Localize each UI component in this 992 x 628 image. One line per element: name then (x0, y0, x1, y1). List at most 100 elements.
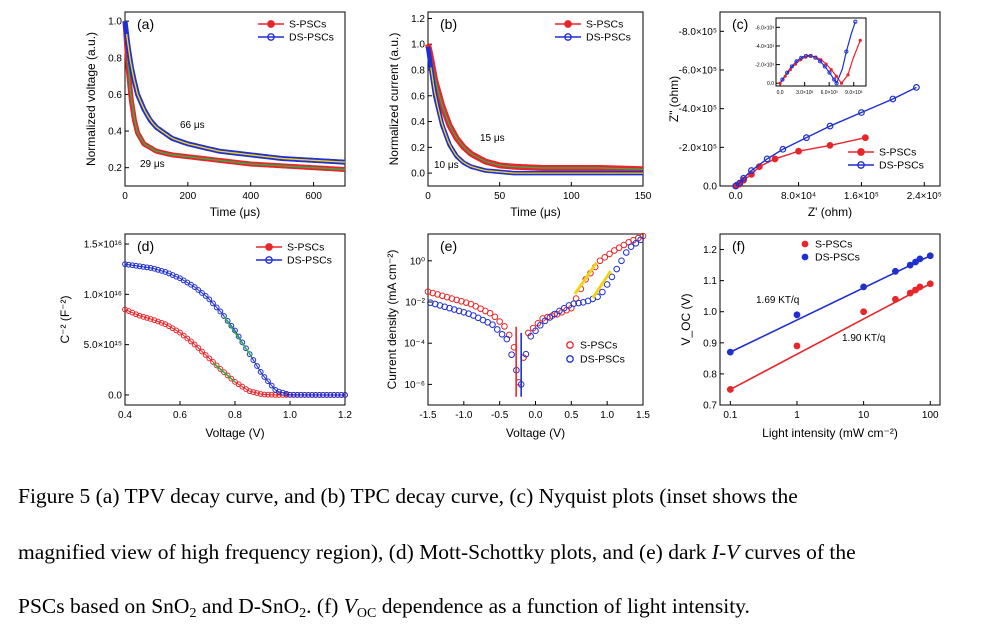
panel-e-point (606, 250, 613, 258)
panel-d-point (224, 372, 231, 379)
panel-f-xtick-label: 0.1 (723, 410, 737, 421)
panel-c-inset-point (858, 38, 862, 42)
panel-d-line-ds (124, 263, 345, 396)
panel-e-point (627, 243, 635, 251)
panel-a-xtick-label: 400 (242, 191, 259, 202)
panel-c-inset-point (844, 49, 849, 54)
panel-a-xtick-label: 600 (305, 191, 322, 202)
panel-d-point (147, 316, 154, 322)
caption-voc-sub: OC (356, 606, 377, 621)
panel-d-point (188, 338, 194, 345)
panel-c-inset-point (808, 53, 813, 58)
panel-d-xtick-label: 1.2 (338, 410, 352, 421)
panel-c-legend-label: S-PSCs (879, 147, 916, 159)
panel-a-tpv-decay: 0 200 400 600 0.2 0.4 0.6 0.8 1.0 Time (μs) Normal… (84, 11, 346, 219)
panel-d-point (257, 368, 264, 375)
panel-b-annot-s: 15 μs (480, 133, 505, 144)
panel-d-line-s (124, 308, 345, 396)
panel-a-legend-marker (267, 20, 275, 28)
panel-b-frame (427, 11, 644, 187)
panel-c-inset-point (778, 81, 782, 85)
panel-c-legend-marker (857, 148, 865, 156)
panel-c-inset-point (834, 81, 839, 86)
panel-d-mott-schottky: 0.4 0.6 0.8 1.0 1.2 0.0 5.0×10¹⁵ 1.0×10¹⁶ 1.5×10… (58, 233, 352, 440)
panel-f-xlabel: Light intensity (mW cm⁻²) (762, 426, 898, 440)
panel-e-legend-label: S-PSCs (580, 340, 617, 352)
panel-d-label: (d) (137, 238, 154, 254)
panel-f-ytick-label: 0.8 (703, 369, 717, 380)
panel-d-point (195, 345, 202, 351)
panel-b-ytick-label: 0.6 (411, 91, 425, 102)
panel-e-ytick-label: 10⁻⁴ (404, 339, 425, 350)
caption-text-2b: curves of the (739, 540, 856, 564)
panel-f-frame (719, 233, 941, 406)
caption-text-3b: and D-SnO (196, 594, 300, 618)
panel-d-point (224, 318, 231, 324)
panel-c-inset-point (789, 64, 794, 69)
panel-d-point (213, 304, 220, 311)
panel-f-annot-s: 1.90 KT/q (842, 333, 885, 344)
panel-d-ylabel: C⁻² (F⁻²) (58, 296, 72, 344)
figure-5-panels: 0 200 400 600 0.2 0.4 0.6 0.8 1.0 Time (μs) Normal… (58, 11, 942, 440)
panel-e-point (599, 288, 606, 296)
panel-e-point (611, 247, 618, 254)
panel-d-point (279, 389, 286, 396)
panel-e-point (434, 291, 441, 298)
panel-e-xtick-label: 1.5 (636, 410, 650, 421)
panel-b-ytick-label: 0.8 (411, 66, 425, 77)
panel-c-point (779, 145, 787, 153)
panel-c-inset-xtick-label: 6.0×10³ (821, 90, 838, 96)
panel-d-point (265, 378, 271, 385)
panel-e-point (443, 293, 451, 301)
panel-f-label: (f) (732, 238, 745, 254)
panel-d-point (162, 269, 169, 275)
panel-e-point (431, 300, 439, 308)
panel-e-point (620, 241, 628, 249)
panel-a-ytick-label: 1.0 (108, 17, 122, 28)
caption-text-3a: PSCs based on SnO (18, 594, 190, 618)
panel-e-ytick-label: 10⁻⁶ (404, 380, 425, 391)
panel-c-inset-point (832, 77, 837, 82)
panel-b-xtick-label: 100 (563, 191, 580, 202)
panel-d-point (144, 314, 150, 321)
panel-c-legend-marker (857, 161, 865, 169)
panel-e-point (427, 299, 434, 306)
panel-d-point (276, 388, 282, 395)
panel-c-point (748, 167, 755, 174)
caption-iv: I-V (711, 540, 740, 564)
panel-d-point (261, 374, 268, 380)
panel-e-ytick-label: 10⁻² (405, 297, 425, 308)
panel-a-frame (124, 11, 346, 187)
panel-e-point (501, 323, 508, 330)
panel-d-xtick-label: 1.0 (283, 410, 297, 421)
panel-e-ylabel: Current density (mA cm⁻²) (385, 250, 399, 390)
caption-text-1: Figure 5 (a) TPV decay curve, and (b) TP… (18, 484, 798, 508)
panel-a-xtick-label: 200 (180, 191, 197, 202)
panel-e-point (462, 299, 470, 306)
panel-c-nyquist: 0.0 8.0×10⁴ 1.6×10⁵ 2.4×10⁵ 0.0 -2.0×10⁵ -4.0×… (667, 11, 942, 219)
panel-c-legend-label: DS-PSCs (879, 160, 924, 172)
panel-c-inset-point (829, 68, 833, 72)
panel-b-legend-marker (564, 20, 572, 28)
panel-e-point (486, 309, 494, 317)
panel-f-point (892, 267, 899, 275)
panel-d-point (202, 292, 209, 299)
panel-c-ytick-label: -8.0×10⁵ (679, 27, 717, 38)
panel-e-legend-marker (566, 355, 574, 363)
panel-e-fit-s (573, 261, 598, 295)
panel-f-voc-light: 0.1 1 10 100 0.7 0.8 0.9 1.0 1.1 1.2 Light intensi… (679, 233, 941, 440)
panel-e-point (448, 295, 456, 302)
panel-f-point (726, 386, 734, 393)
panel-b-ylabel: Normalized current (a.u.) (387, 33, 401, 166)
panel-a-ytick-label: 0.6 (108, 90, 122, 101)
panel-e-point (522, 350, 530, 358)
panel-d-legend-label: DS-PSCs (287, 255, 332, 267)
panel-d-point (250, 357, 257, 363)
panel-f-point (916, 283, 924, 291)
panel-c-label: (c) (732, 16, 748, 32)
panel-d-point (254, 363, 260, 369)
panel-d-legend-marker (265, 256, 273, 264)
panel-c-point (826, 122, 834, 130)
panel-e-point (446, 304, 453, 312)
panel-c-inset-ds (779, 21, 856, 84)
